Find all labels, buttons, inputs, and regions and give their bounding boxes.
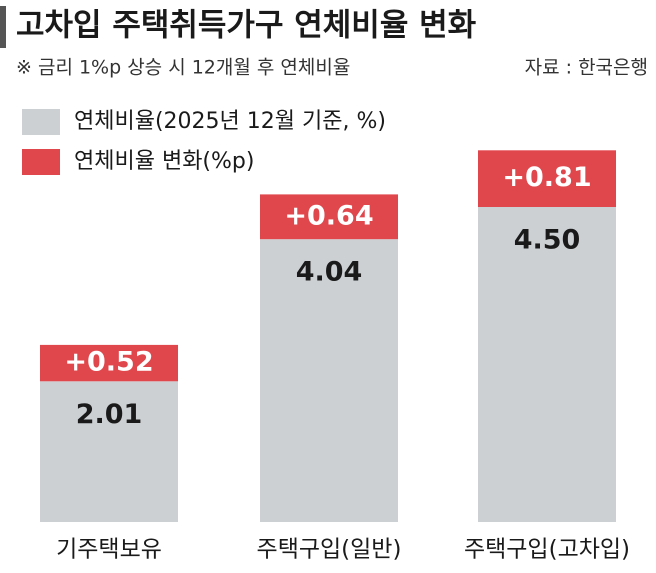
legend-label: 연체비율 변화(%p) (74, 149, 254, 174)
x-tick-label: 주택구입(일반) (257, 537, 402, 563)
legend-swatch (22, 109, 60, 135)
bar-segment (478, 207, 616, 522)
value-label: +0.64 (284, 200, 373, 231)
x-tick-label: 기주택보유 (56, 537, 162, 563)
chart-title: 고차입 주택취득가구 연체비율 변화 (16, 8, 477, 44)
value-label: +0.52 (64, 347, 153, 378)
x-tick-label: 주택구입(고차입) (464, 537, 630, 563)
legend-label: 연체비율(2025년 12월 기준, %) (74, 109, 386, 134)
bar-segment (40, 344, 178, 382)
bar-segment (260, 194, 398, 240)
value-label: 2.01 (76, 399, 143, 430)
bar-segment (40, 381, 178, 522)
bar-segment (260, 239, 398, 522)
source: 자료 : 한국은행 (525, 57, 648, 79)
value-label: 4.50 (514, 225, 581, 256)
subtitle: ※ 금리 1%p 상승 시 12개월 후 연체비율 (16, 57, 350, 79)
bar-segment (478, 150, 616, 207)
value-label: 4.04 (296, 257, 363, 288)
value-label: +0.81 (502, 162, 591, 193)
legend-swatch (22, 149, 60, 175)
title-accent (0, 6, 6, 48)
